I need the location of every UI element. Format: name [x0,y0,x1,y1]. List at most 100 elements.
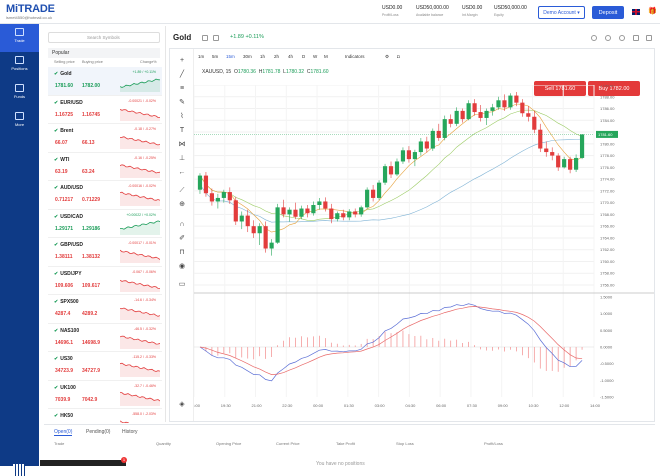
watchlist-row[interactable]: ✔ EUR/USD 1.16725 1.16745 -0.00021 / -0.02% [48,96,162,124]
price-axis-label: 1762.00 [600,247,615,252]
watchlist-row[interactable]: ✔ USD/CAD 1.29171 1.29186 +0.00022 / +0.02% [48,210,162,238]
brush-icon[interactable]: ⌇ [180,113,184,120]
timeframe-1m[interactable]: 1m [198,54,205,59]
timeframe-4h[interactable]: 4h [288,54,294,59]
candle-body [562,159,567,168]
nav-label: Funds [13,94,26,99]
watchlist-row[interactable]: ✔ AUD/USD 0.71217 0.71229 -0.00016 / -0.02% [48,181,162,210]
chart-settings-icon[interactable]: ⚙ [385,54,390,59]
eye-icon[interactable]: ◉ [178,263,186,270]
tab-open[interactable]: Open(0) [54,429,73,436]
watchlist-row[interactable]: ✔ WTI 63.19 63.24 -0.16 / -0.25% [48,153,162,181]
trendline-icon[interactable]: ╱ [179,71,185,78]
tab-pending[interactable]: Pending(0) [86,429,111,435]
change-value: -0.16 / -0.25% [134,155,156,160]
gift-icon[interactable]: 🎁 [648,8,657,15]
change-value: -0.00021 / -0.02% [128,98,156,103]
timeframe-W[interactable]: W [313,54,318,59]
magnet-icon[interactable]: ∩ [179,221,185,228]
nav-item-funds[interactable]: Funds [0,80,39,108]
price-axis-label: 1778.00 [600,153,615,158]
pattern-icon[interactable]: ⋈ [178,141,186,148]
zoom-in-icon[interactable]: ⊕ [179,201,185,208]
favorite-icon[interactable] [213,35,219,41]
watchlist-row[interactable]: ✔ NAS100 14696.1 14698.9 -46.5 / -0.32% [48,324,162,352]
watchlist-row[interactable]: ✔ GBP/USD 1.38111 1.38132 -0.00017 / -0.01% [48,238,162,267]
trash-icon[interactable]: ▭ [178,281,186,288]
timeframe-M[interactable]: M [324,54,328,59]
candle-body [460,110,465,120]
watchlist-row[interactable]: ✔ USD/JPY 109.606 109.617 -0.067 / -0.06% [48,267,162,295]
camera-icon[interactable]: ◘ [397,54,400,59]
candle-body [466,103,471,120]
category-popular[interactable]: Popular [48,48,160,58]
watchlist-row[interactable]: ✔ HK50 -558.0 / -2.03% [48,409,162,423]
watchlist-rows: ✔ Gold 1781.60 1782.00 +1.89 / +0.11% ✔ EUR/US… [44,67,166,423]
price-axis-label: 1772.00 [600,188,615,193]
price-axis-label: 1788.00 [600,94,615,99]
layout-icon[interactable] [646,35,652,41]
equity-label: Equity [494,13,504,17]
profit-loss-value: USD0.00 [382,5,403,11]
watchlist-row[interactable]: ✔ SPX500 4287.4 4289.2 -14.6 / -0.34% [48,295,162,324]
search-input[interactable]: Search Symbols [48,32,160,43]
price-axis-label: 1790.00 [600,85,615,88]
price-axis-label: 1758.00 [600,271,615,276]
available-balance-stat: USD50,000.00 Available balance [416,5,449,17]
chat-bar[interactable] [40,460,126,466]
change-value: -0.067 / -0.06% [132,269,156,274]
change-value: -0.00016 / -0.02% [128,184,156,188]
draw-mode-icon[interactable]: ✐ [179,235,185,242]
timeframe-2h[interactable]: 2h [274,54,280,59]
ruler-icon[interactable]: ⊥ [178,155,186,162]
watchlist-row[interactable]: ✔ Brent 66.07 66.13 -0.18 / -0.27% [48,124,162,153]
alert-icon[interactable] [202,35,208,41]
nav-item-more[interactable]: More [0,108,39,136]
fullscreen-icon[interactable] [633,35,639,41]
share-icon[interactable] [591,35,597,41]
layers-icon[interactable]: ◈ [179,401,185,408]
timeframe-30m[interactable]: 30m [243,54,252,59]
crosshair-icon[interactable]: + [179,57,185,64]
price-chart[interactable]: 1790.001788.001786.001784.001782.001780.… [194,85,654,421]
watchlist-row[interactable]: ✔ Gold 1781.60 1782.00 +1.89 / +0.11% [48,67,162,96]
watchlist-row[interactable]: ✔ US30 34723.9 34727.9 -115.2 / -0.33% [48,352,162,381]
symbol-name: ✔ HK50 [54,413,73,419]
uk-flag-icon[interactable] [632,9,640,15]
sparkline [120,279,160,292]
info-icon[interactable] [605,35,611,41]
measure-icon[interactable]: ⟋ [179,187,185,194]
nav-item-trade[interactable]: Trade [0,24,39,52]
text-icon[interactable]: T [179,127,185,134]
candle-body [269,242,274,249]
chart-container[interactable]: + ╱ ≡ ✎ ⌇ T ⋈ ⊥ ← ⟋ ⊕ ∩ ✐ ⊓ ◉ ▭ ◈ 1m 5m 15… [169,48,655,422]
timeframe-5m[interactable]: 5m [212,54,219,59]
tab-history[interactable]: History [122,429,138,435]
ask-price: 63.24 [82,168,95,175]
mitrade-logo[interactable]: MiTRADE [6,3,55,15]
ma-short-line [199,103,583,233]
sparkline [120,420,130,423]
timeframe-15m[interactable]: 15m [226,54,235,59]
indicators-button[interactable]: Indicators [345,54,365,59]
lock-icon[interactable]: ⊓ [179,249,185,256]
settings-icon[interactable] [619,35,625,41]
watchlist-row[interactable]: ✔ UK100 7039.9 7042.9 -32.7 / -0.46% [48,381,162,409]
demo-account-dropdown[interactable]: Demo Account ▾ [538,6,585,19]
selling-price-header: Selling price [54,60,75,64]
timeframe-D[interactable]: D [302,54,306,59]
candle-body [532,116,537,130]
logo-mark: M [6,3,15,15]
nav-item-positions[interactable]: Positions [0,52,39,80]
candle-body [472,103,477,113]
deposit-button[interactable]: Deposit [592,6,624,19]
candle-body [478,112,483,118]
trade-icon [15,28,24,36]
pencil-icon[interactable]: ✎ [179,99,185,106]
timeframe-1h[interactable]: 1h [260,54,266,59]
back-arrow-icon[interactable]: ← [178,169,186,176]
more-icon [15,112,24,120]
candle-body [257,226,262,234]
buy-button[interactable]: Buy 1782.00 [588,81,640,96]
lines-icon[interactable]: ≡ [179,85,185,92]
